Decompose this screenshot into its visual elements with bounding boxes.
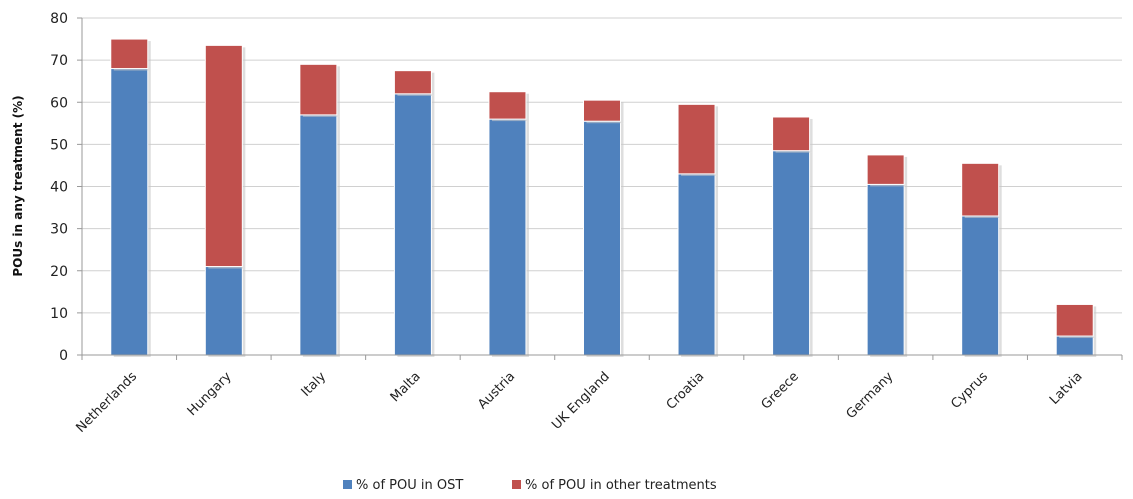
- bar-segment-ost: [204, 266, 243, 356]
- y-tick-label: 40: [50, 180, 68, 196]
- bar-segment-other: [677, 103, 716, 175]
- bar-segment-other: [488, 91, 527, 120]
- legend-label: % of POU in OST: [356, 478, 463, 493]
- y-axis-title: POUs in any treatment (%): [11, 95, 25, 276]
- bar-segment-other: [866, 154, 905, 185]
- bar-segment-ost: [488, 118, 527, 356]
- bar-segment-ost: [110, 68, 149, 356]
- y-tick-label: 0: [59, 348, 68, 364]
- bar-segment-ost: [677, 173, 716, 356]
- legend: % of POU in OST % of POU in other treatme…: [343, 478, 717, 493]
- x-category-label: Hungary: [185, 369, 235, 419]
- bar-segment-other: [299, 63, 338, 116]
- bar-segment-ost: [866, 183, 905, 356]
- bars: [110, 38, 1097, 358]
- y-tick-label: 60: [50, 95, 68, 111]
- bar-segment-ost: [583, 120, 621, 356]
- bar-segment-ost: [772, 150, 811, 356]
- bar-segment-other: [583, 99, 621, 122]
- y-tick-label: 50: [50, 137, 68, 153]
- y-tick-label: 30: [50, 222, 68, 238]
- x-category-label: Italy: [299, 369, 330, 400]
- x-category-label: Malta: [388, 369, 424, 405]
- x-category-label: Latvia: [1047, 369, 1086, 408]
- x-category-label: Cyprus: [948, 369, 991, 412]
- bar-segment-ost: [1055, 335, 1094, 356]
- bar-segment-other: [204, 44, 243, 268]
- legend-swatch: [343, 480, 352, 489]
- x-category-label: Netherlands: [73, 369, 140, 436]
- bar-segment-ost: [393, 93, 432, 356]
- x-category-label: UK England: [549, 369, 613, 433]
- x-category-label: Greece: [759, 369, 802, 412]
- bar-segment-ost: [961, 215, 1000, 356]
- x-category-labels: Netherlands Hungary Italy Malta Austria UK En…: [73, 369, 1085, 436]
- x-category-label: Croatia: [664, 369, 708, 413]
- y-tick-label: 80: [50, 11, 68, 27]
- axes: [77, 17, 1123, 360]
- bar-segment-other: [1055, 303, 1094, 337]
- bar-segment-ost: [299, 114, 338, 356]
- y-tick-labels: 0 10 20 30 40 50 60 70 80: [50, 11, 68, 364]
- x-category-label: Germany: [844, 369, 897, 422]
- legend-label: % of POU in other treatments: [525, 478, 717, 493]
- y-tick-label: 10: [50, 306, 68, 322]
- legend-swatch: [512, 480, 521, 489]
- bar-segment-other: [393, 70, 432, 95]
- y-tick-label: 70: [50, 53, 68, 69]
- bar-segment-other: [961, 162, 1000, 217]
- bar-segment-other: [772, 116, 811, 152]
- x-category-label: Austria: [475, 369, 518, 412]
- y-tick-label: 20: [50, 264, 68, 280]
- bar-segment-other: [110, 38, 149, 70]
